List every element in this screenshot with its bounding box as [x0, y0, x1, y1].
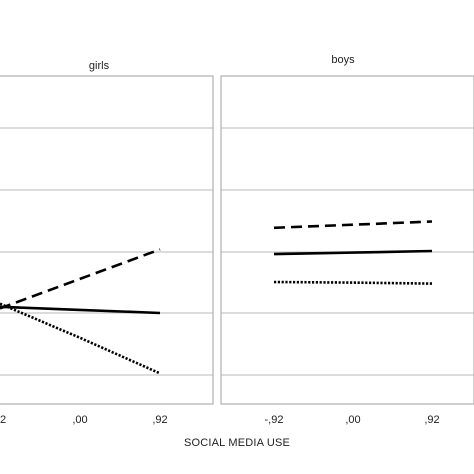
series-line-girls-dashed	[0, 248, 161, 310]
series-line-girls-dotted	[0, 302, 161, 375]
panel-boys: boys -,92 ,00 ,92	[220, 54, 474, 426]
x-tick-label-girls-1: ,00	[72, 414, 87, 426]
panel-title-girls: girls	[89, 60, 110, 72]
series-line-boys-dotted	[273, 280, 433, 285]
panel-girls: girls 92 ,00 ,92	[0, 60, 214, 426]
plot-frame-boys	[220, 75, 474, 405]
x-tick-label-girls-0: 92	[0, 414, 6, 426]
series-line-girls-solid	[0, 305, 161, 315]
x-tick-label-girls-2: ,92	[152, 414, 167, 426]
series-line-boys-dashed	[273, 220, 433, 230]
plot-frame-girls	[0, 75, 214, 405]
series-line-boys-solid	[273, 249, 433, 256]
x-tick-label-boys-1: ,00	[345, 414, 360, 426]
panel-title-boys: boys	[331, 54, 355, 66]
x-tick-label-boys-2: ,92	[424, 414, 439, 426]
x-axis-label: SOCIAL MEDIA USE	[184, 437, 290, 449]
x-tick-label-boys-0: -,92	[265, 414, 284, 426]
